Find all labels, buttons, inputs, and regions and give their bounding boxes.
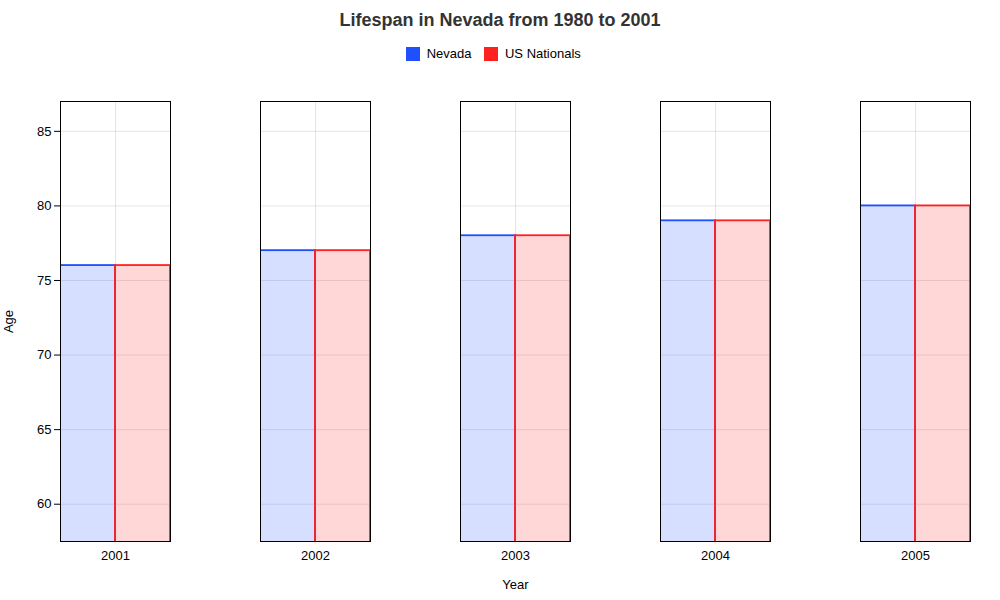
svg-text:65: 65 [37,421,51,436]
html-text:Nevada: Nevada [426,46,472,61]
svg-text:70: 70 [37,347,51,362]
svg-text:2002: 2002 [301,547,330,562]
svg-text:Age: Age [1,309,16,332]
svg-text:2003: 2003 [501,547,530,562]
html-text:US Nationals: US Nationals [505,46,581,61]
svg-text:85: 85 [37,123,51,138]
svg-text:60: 60 [37,496,51,511]
svg-text:2004: 2004 [701,547,730,562]
svg-text:2001: 2001 [101,547,130,562]
svg-text:80: 80 [37,198,51,213]
svg-text:75: 75 [37,272,51,287]
html-text:Lifespan in Nevada from 1980 t: Lifespan in Nevada from 1980 to 2001 [339,10,661,30]
svg-text:Year: Year [502,576,529,591]
svg-text:2005: 2005 [901,547,930,562]
